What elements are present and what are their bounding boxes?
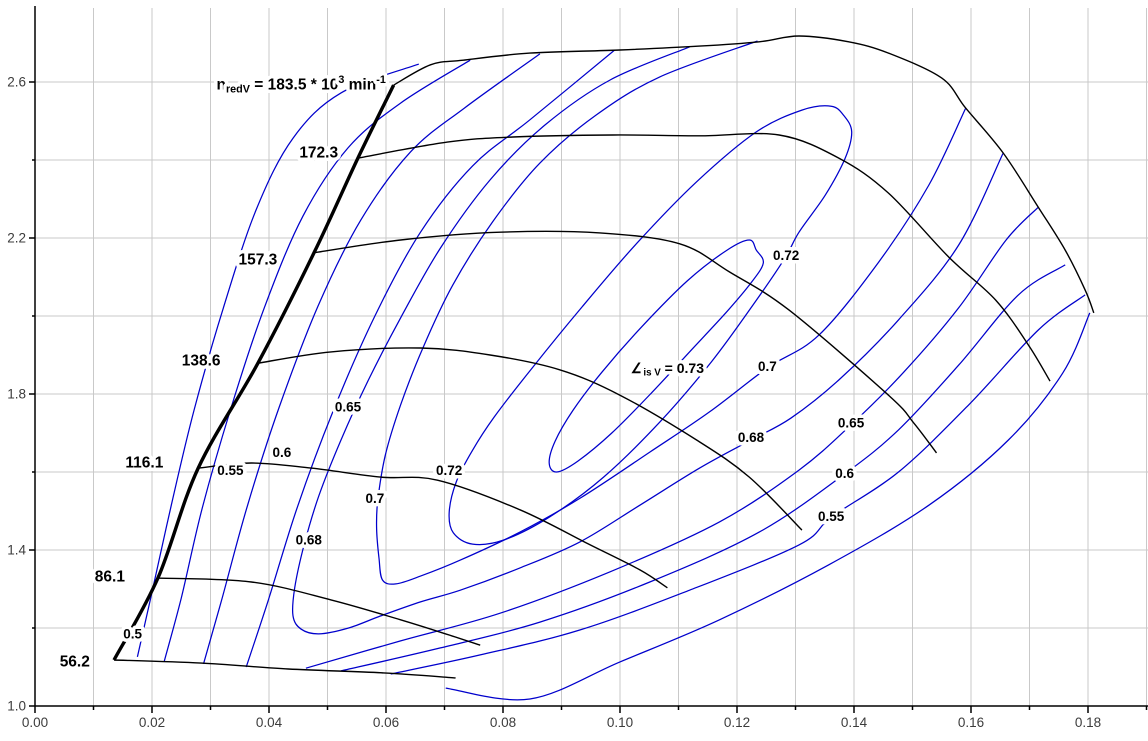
speed-line — [198, 462, 668, 589]
x-tick-label: 0.06 — [373, 715, 399, 730]
contour-label: 0.6 — [272, 445, 291, 460]
efficiency-contour — [305, 206, 1039, 669]
axes — [29, 6, 1148, 713]
speed-line-label: 86.1 — [95, 569, 126, 586]
speed-line-label: 157.3 — [238, 252, 277, 269]
contour-label: 0.55 — [818, 509, 845, 524]
efficiency-contour — [245, 49, 616, 668]
y-tick-label: 2.2 — [7, 231, 26, 246]
speed-line — [157, 577, 481, 646]
contour-label: 0.5 — [123, 627, 142, 642]
x-tick-label: 0.12 — [724, 715, 750, 730]
surge-line — [112, 84, 396, 661]
efficiency-contour — [163, 59, 471, 662]
contour-label: 0.72 — [436, 463, 462, 478]
contour-label: 0.55 — [217, 463, 244, 478]
efficiency-contour — [340, 264, 1066, 672]
efficiency-contour — [291, 46, 1004, 635]
y-tick-label: 2.6 — [7, 75, 26, 90]
contour-label: 0.65 — [335, 400, 362, 415]
contour-label: 0.68 — [296, 533, 323, 548]
speed-line-label: 138.6 — [182, 353, 221, 370]
efficiency-contour — [375, 40, 967, 585]
speed-line — [257, 347, 803, 531]
contour-label: 0.72 — [773, 248, 799, 263]
y-tick-label: 1.4 — [7, 543, 26, 558]
x-tick-label: 0.14 — [841, 715, 868, 730]
contour-label: 0.68 — [738, 430, 765, 445]
efficiency-title: ∠is V = 0.73 — [631, 360, 704, 379]
efficiency-contour — [448, 105, 853, 546]
speed-lines — [113, 35, 1095, 679]
x-tick-label: 0.10 — [607, 715, 633, 730]
efficiency-contour — [445, 312, 1091, 701]
speed-line — [393, 35, 1095, 314]
x-tick-label: 0.02 — [139, 715, 165, 730]
efficiency-contour — [136, 63, 420, 658]
contour-label: 0.7 — [365, 491, 384, 506]
speed-line-title: nredV = 183.5 * 103 min-1 — [217, 74, 386, 96]
speed-line — [313, 230, 938, 454]
tick-labels: 0.00 0.02 0.04 0.06 0.08 0.10 0.12 0.14 0.16 0.18… — [7, 75, 1101, 731]
x-tick-label: 0.00 — [22, 715, 48, 730]
efficiency-contours — [136, 40, 1091, 701]
speed-line-label: 56.2 — [60, 654, 90, 671]
x-tick-label: 0.08 — [490, 715, 516, 730]
speed-line — [113, 659, 456, 679]
contour-label: 0.7 — [758, 359, 777, 374]
speed-line-label: 172.3 — [299, 144, 338, 161]
contour-label: 0.65 — [838, 416, 865, 431]
y-tick-label: 1.8 — [7, 387, 26, 402]
efficiency-contour — [202, 53, 541, 665]
speed-line — [357, 132, 1051, 382]
x-tick-label: 0.16 — [958, 715, 984, 730]
grid — [35, 8, 1148, 706]
x-tick-label: 0.04 — [256, 715, 283, 730]
efficiency-contour — [390, 294, 1086, 675]
efficiency-contour — [548, 239, 764, 473]
contour-label: 0.6 — [835, 466, 854, 481]
speed-line-label: 116.1 — [125, 454, 163, 471]
y-tick-label: 1.0 — [7, 699, 26, 714]
x-tick-label: 0.18 — [1075, 715, 1101, 730]
